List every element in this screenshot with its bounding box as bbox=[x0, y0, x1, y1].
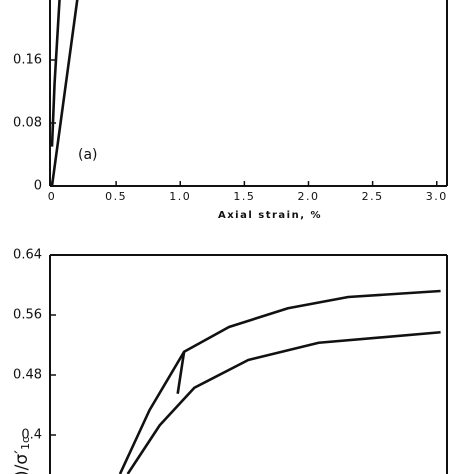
y-tick-label: 0.16 bbox=[13, 53, 42, 68]
y-tick-label: 0.64 bbox=[13, 248, 42, 263]
curve bbox=[176, 351, 186, 394]
y-tick-label: 0.4 bbox=[21, 428, 42, 443]
curve bbox=[118, 289, 441, 474]
x-tick-label: 1.5 bbox=[233, 190, 255, 203]
x-tick-label: 2.0 bbox=[297, 190, 319, 203]
x-tick-label: 1.0 bbox=[169, 190, 191, 203]
x-tick-label: 0 bbox=[48, 190, 57, 203]
y-tick-label: 0.48 bbox=[13, 368, 42, 383]
curve bbox=[50, 0, 61, 147]
y-tick-label: 0.56 bbox=[13, 308, 42, 323]
y-label-main: )/σ′ bbox=[12, 450, 32, 474]
y-label-sub: 1c bbox=[19, 437, 32, 450]
x-axis-label: Axial strain, % bbox=[218, 210, 322, 221]
y-tick-label: 0 bbox=[34, 179, 42, 194]
x-tick-label: 3.0 bbox=[426, 190, 448, 203]
y-axis-label: )/σ′1c bbox=[12, 437, 32, 474]
curve bbox=[126, 330, 441, 474]
y-tick-label: 0.08 bbox=[13, 116, 42, 131]
curve bbox=[50, 0, 79, 187]
x-tick-label: 2.5 bbox=[362, 190, 384, 203]
panel-label: (a) bbox=[78, 147, 98, 163]
x-tick-label: 0.5 bbox=[105, 190, 127, 203]
